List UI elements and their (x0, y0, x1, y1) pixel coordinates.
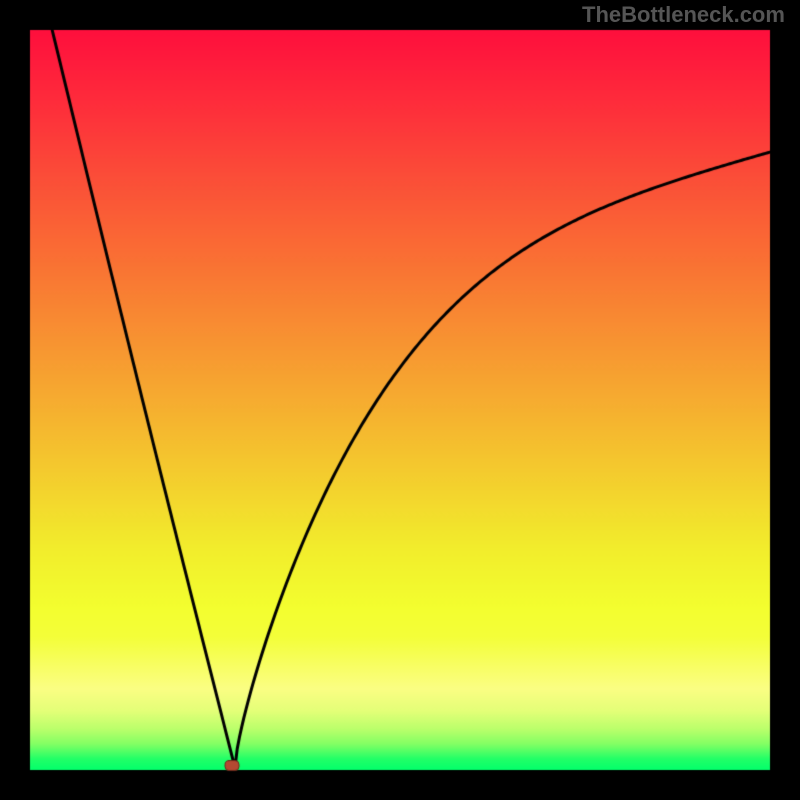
watermark-text: TheBottleneck.com (582, 2, 785, 28)
bottleneck-curve (0, 0, 800, 800)
chart-container: TheBottleneck.com (0, 0, 800, 800)
